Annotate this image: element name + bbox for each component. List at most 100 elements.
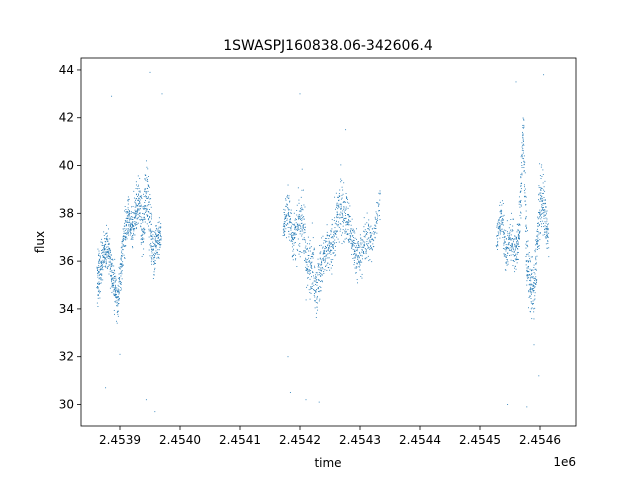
data-point <box>130 225 132 226</box>
data-point <box>144 189 146 191</box>
data-point <box>127 231 129 232</box>
data-point <box>288 209 290 210</box>
data-point <box>148 211 149 212</box>
data-point <box>505 246 507 248</box>
data-point <box>369 259 371 261</box>
data-point <box>523 124 525 126</box>
data-point <box>309 278 311 280</box>
data-point <box>120 288 122 290</box>
data-point <box>353 253 355 255</box>
data-point <box>140 216 142 218</box>
data-point <box>98 259 100 261</box>
data-point <box>157 230 159 232</box>
data-point <box>158 249 160 251</box>
data-point <box>329 249 331 251</box>
data-point <box>107 243 109 245</box>
data-point <box>133 197 135 199</box>
data-point <box>533 282 534 284</box>
data-point <box>153 271 155 273</box>
data-point <box>289 221 291 223</box>
data-point <box>354 230 355 232</box>
data-point <box>543 207 545 208</box>
data-point <box>346 221 348 223</box>
data-point <box>108 253 110 255</box>
data-point <box>149 213 151 214</box>
data-point <box>498 234 500 236</box>
data-point <box>498 228 500 230</box>
data-point <box>513 241 514 243</box>
data-point <box>345 231 347 232</box>
data-point <box>106 251 108 253</box>
data-point <box>340 178 342 180</box>
data-point <box>157 240 159 242</box>
data-point <box>110 263 112 265</box>
data-point <box>338 221 339 223</box>
data-point <box>531 307 533 309</box>
data-point <box>132 238 134 240</box>
data-point <box>154 269 156 271</box>
data-point <box>151 238 153 240</box>
data-point <box>97 306 99 307</box>
data-point <box>534 286 536 288</box>
data-point <box>335 242 337 243</box>
data-point <box>155 234 157 235</box>
data-point <box>133 190 135 192</box>
data-points <box>96 71 550 413</box>
data-point <box>291 212 292 214</box>
data-point <box>501 228 503 230</box>
data-point <box>98 258 100 260</box>
data-point <box>375 225 377 227</box>
data-point <box>124 228 126 230</box>
data-point <box>108 264 110 266</box>
data-point <box>511 239 513 241</box>
data-point <box>150 233 152 235</box>
data-point <box>364 257 366 259</box>
data-point <box>299 216 301 218</box>
data-point <box>287 207 289 209</box>
data-point <box>363 235 365 237</box>
data-point <box>309 247 311 249</box>
data-point <box>307 277 308 279</box>
data-point <box>324 269 326 271</box>
data-point <box>308 260 310 262</box>
data-point <box>308 261 310 263</box>
data-point <box>111 284 113 286</box>
data-point <box>143 232 145 233</box>
data-point <box>537 248 538 250</box>
data-point <box>150 231 152 233</box>
data-point <box>120 259 122 261</box>
data-point <box>342 232 343 234</box>
data-point <box>97 276 99 278</box>
data-point <box>121 273 123 275</box>
data-point <box>528 307 529 309</box>
data-point <box>376 221 378 222</box>
data-point <box>286 219 288 221</box>
data-point <box>333 244 335 246</box>
data-point <box>541 200 542 202</box>
data-point <box>317 263 319 265</box>
data-point <box>147 196 149 198</box>
data-point <box>288 195 290 197</box>
data-point <box>293 244 295 246</box>
data-point <box>143 241 144 243</box>
data-point <box>119 268 121 269</box>
data-point <box>138 190 140 192</box>
data-point <box>338 200 339 202</box>
data-point <box>334 249 336 251</box>
data-point <box>114 301 116 303</box>
data-point <box>118 286 120 287</box>
data-point <box>547 228 548 230</box>
data-point <box>548 247 550 249</box>
data-point <box>139 201 141 203</box>
data-point <box>149 204 151 206</box>
data-point <box>351 242 353 244</box>
data-point <box>311 261 313 263</box>
data-point <box>355 272 357 274</box>
data-point <box>136 223 138 225</box>
data-point <box>153 274 155 276</box>
data-point <box>532 284 534 286</box>
data-point <box>111 279 113 281</box>
data-point <box>519 224 521 226</box>
data-point <box>534 278 536 280</box>
data-point <box>114 289 116 291</box>
